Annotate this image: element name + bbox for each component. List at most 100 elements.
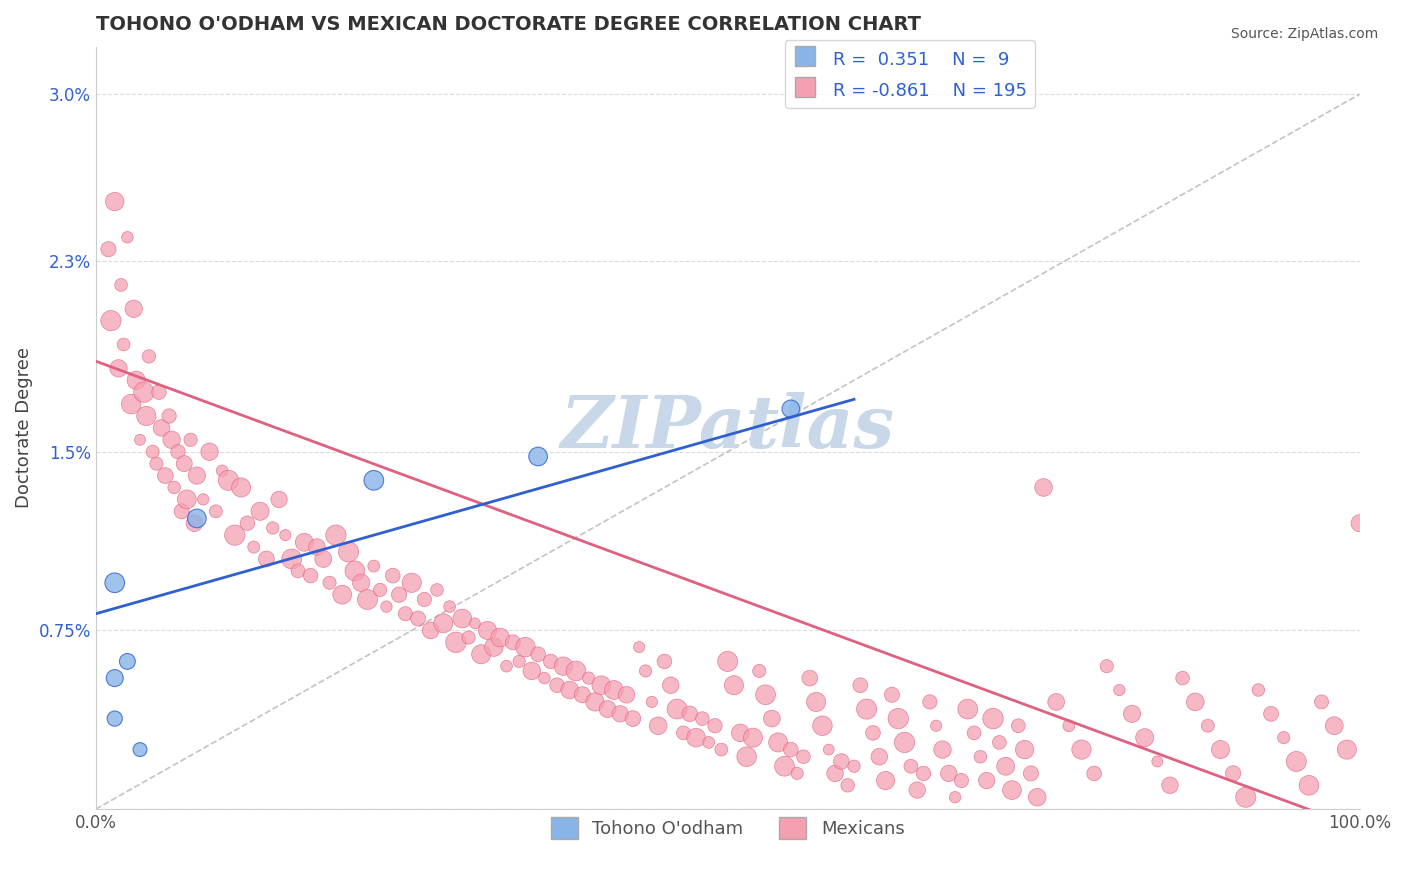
Point [880, 688, 903, 702]
Point [267, 492, 290, 507]
Point [1222, 766, 1244, 780]
Point [824, 766, 846, 780]
Point [432, 616, 454, 631]
Point [981, 712, 1004, 726]
Point [616, 688, 638, 702]
Point [621, 712, 644, 726]
Point [1070, 742, 1092, 756]
Point [477, 624, 499, 638]
Point [218, 473, 240, 487]
Point [553, 659, 575, 673]
Point [988, 735, 1011, 749]
Point [723, 678, 745, 692]
Point [280, 552, 302, 566]
Point [855, 702, 877, 716]
Point [262, 521, 284, 535]
Point [368, 582, 391, 597]
Point [938, 766, 960, 780]
Point [104, 575, 127, 590]
Point [912, 766, 935, 780]
Point [697, 735, 720, 749]
Point [956, 702, 979, 716]
Point [457, 631, 479, 645]
Point [931, 742, 953, 756]
Point [950, 773, 973, 788]
Point [489, 631, 512, 645]
Point [117, 654, 139, 668]
Point [363, 559, 385, 574]
Point [142, 444, 165, 458]
Point [1121, 706, 1143, 721]
Point [666, 702, 689, 716]
Point [515, 640, 537, 654]
Point [1310, 695, 1333, 709]
Point [330, 588, 353, 602]
Point [419, 624, 441, 638]
Point [236, 516, 259, 531]
Point [527, 450, 550, 464]
Point [211, 464, 233, 478]
Point [1057, 719, 1080, 733]
Point [659, 678, 682, 692]
Y-axis label: Doctorate Degree: Doctorate Degree [15, 347, 32, 508]
Point [176, 492, 198, 507]
Point [129, 433, 152, 447]
Point [918, 695, 941, 709]
Point [107, 361, 129, 376]
Point [305, 540, 328, 554]
Point [628, 640, 651, 654]
Point [104, 194, 127, 209]
Point [122, 301, 145, 316]
Point [426, 582, 449, 597]
Legend: Tohono O'odham, Mexicans: Tohono O'odham, Mexicans [543, 809, 912, 846]
Point [1272, 731, 1295, 745]
Point [704, 719, 727, 733]
Point [229, 480, 252, 494]
Point [1247, 683, 1270, 698]
Point [157, 409, 180, 423]
Point [804, 695, 827, 709]
Point [779, 401, 801, 416]
Point [439, 599, 461, 614]
Point [603, 683, 626, 698]
Point [672, 726, 695, 740]
Point [527, 647, 550, 661]
Point [773, 759, 796, 773]
Point [925, 719, 948, 733]
Point [292, 535, 315, 549]
Point [242, 540, 264, 554]
Point [578, 671, 600, 685]
Point [375, 599, 398, 614]
Point [748, 664, 770, 678]
Point [1032, 480, 1054, 494]
Point [350, 575, 373, 590]
Point [735, 749, 758, 764]
Point [502, 635, 524, 649]
Point [558, 683, 581, 698]
Point [1146, 755, 1168, 769]
Point [1184, 695, 1206, 709]
Point [135, 409, 157, 423]
Point [138, 350, 160, 364]
Point [849, 678, 872, 692]
Point [1197, 719, 1219, 733]
Point [969, 749, 991, 764]
Point [842, 759, 865, 773]
Point [97, 242, 120, 256]
Point [1019, 766, 1042, 780]
Point [654, 654, 676, 668]
Point [1001, 783, 1024, 797]
Point [1234, 790, 1257, 805]
Point [1108, 683, 1130, 698]
Point [110, 277, 132, 292]
Point [591, 678, 613, 692]
Point [875, 773, 897, 788]
Point [337, 545, 360, 559]
Point [1083, 766, 1105, 780]
Point [583, 695, 606, 709]
Point [363, 473, 385, 487]
Point [1014, 742, 1036, 756]
Point [742, 731, 765, 745]
Point [444, 635, 467, 649]
Point [641, 695, 664, 709]
